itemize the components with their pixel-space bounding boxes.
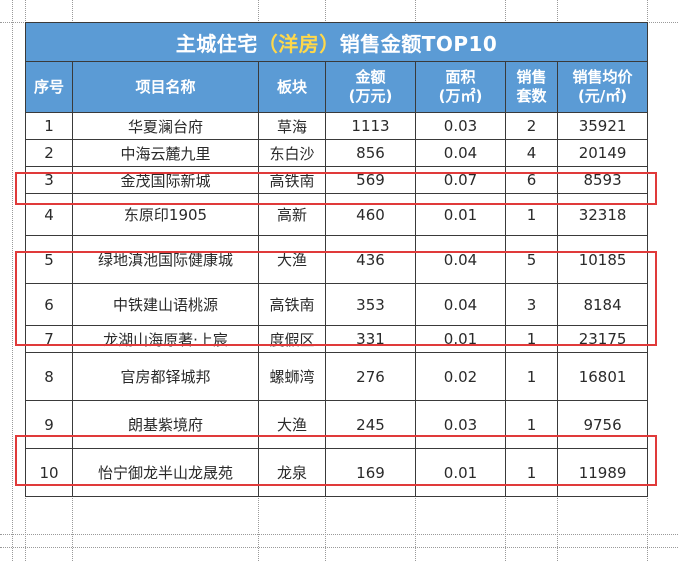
cell-price: 8184 xyxy=(556,283,649,326)
cell-name: 华夏澜台府 xyxy=(72,112,259,140)
cell-amount: 856 xyxy=(325,139,416,167)
cell-size: 0.07 xyxy=(415,166,506,194)
title-highlight: （洋房） xyxy=(257,31,340,56)
cell-area: 螺蛳湾 xyxy=(258,352,326,401)
cell-name: 中铁建山语桃源 xyxy=(72,283,259,326)
cell-size: 0.04 xyxy=(415,139,506,167)
cell-amount: 460 xyxy=(325,193,416,236)
cell-price: 9756 xyxy=(556,400,649,449)
table-row: 3 金茂国际新城 高铁南 569 0.07 6 8593 xyxy=(25,166,649,194)
col-header-no: 序号 xyxy=(25,61,73,113)
cell-units: 1 xyxy=(505,193,558,236)
cell-area: 东白沙 xyxy=(258,139,326,167)
cell-price: 10185 xyxy=(556,235,649,284)
col-header-amount: 金额 (万元) xyxy=(325,61,416,113)
cell-name: 怡宁御龙半山龙晟苑 xyxy=(72,448,259,497)
col-header-price: 销售均价 (元/㎡) xyxy=(556,61,649,113)
cell-no: 7 xyxy=(25,325,73,353)
cell-amount: 245 xyxy=(325,400,416,449)
cell-area: 度假区 xyxy=(258,325,326,353)
cell-size: 0.02 xyxy=(415,352,506,401)
table-row: 9 朗基紫境府 大渔 245 0.03 1 9756 xyxy=(25,400,649,449)
cell-price: 11989 xyxy=(556,448,649,497)
cell-amount: 353 xyxy=(325,283,416,326)
table-row: 6 中铁建山语桃源 高铁南 353 0.04 3 8184 xyxy=(25,283,649,326)
table-row: 7 龙湖山海原著·上宸 度假区 331 0.01 1 23175 xyxy=(25,325,649,353)
cell-units: 6 xyxy=(505,166,558,194)
table-title-row: 主城住宅（洋房）销售金额TOP10 xyxy=(24,22,649,62)
cell-no: 3 xyxy=(25,166,73,194)
cell-area: 龙泉 xyxy=(258,448,326,497)
cell-area: 高铁南 xyxy=(258,283,326,326)
cell-units: 1 xyxy=(505,400,558,449)
table-row: 8 官房都铎城邦 螺蛳湾 276 0.02 1 16801 xyxy=(25,352,649,401)
cell-size: 0.04 xyxy=(415,235,506,284)
cell-price: 32318 xyxy=(556,193,649,236)
cell-amount: 276 xyxy=(325,352,416,401)
cell-units: 2 xyxy=(505,112,558,140)
cell-name: 中海云麓九里 xyxy=(72,139,259,167)
cell-price: 23175 xyxy=(556,325,649,353)
cell-amount: 436 xyxy=(325,235,416,284)
cell-size: 0.01 xyxy=(415,193,506,236)
col-header-name: 项目名称 xyxy=(72,61,259,113)
cell-amount: 169 xyxy=(325,448,416,497)
cell-amount: 331 xyxy=(325,325,416,353)
cell-units: 4 xyxy=(505,139,558,167)
cell-amount: 569 xyxy=(325,166,416,194)
cell-size: 0.04 xyxy=(415,283,506,326)
cell-no: 6 xyxy=(25,283,73,326)
table-row: 5 绿地滇池国际健康城 大渔 436 0.04 5 10185 xyxy=(25,235,649,284)
title-suffix: 销售金额TOP10 xyxy=(339,31,498,56)
cell-no: 1 xyxy=(25,112,73,140)
title-prefix: 主城住宅 xyxy=(175,31,258,56)
col-header-area: 板块 xyxy=(258,61,326,113)
cell-name: 绿地滇池国际健康城 xyxy=(72,235,259,284)
cell-units: 1 xyxy=(505,325,558,353)
col-header-size: 面积 (万㎡) xyxy=(415,61,506,113)
cell-amount: 1113 xyxy=(325,112,416,140)
cell-area: 草海 xyxy=(258,112,326,140)
table-title: 主城住宅（洋房）销售金额TOP10 xyxy=(24,22,649,62)
cell-name: 龙湖山海原著·上宸 xyxy=(72,325,259,353)
cell-no: 8 xyxy=(25,352,73,401)
cell-units: 3 xyxy=(505,283,558,326)
cell-size: 0.03 xyxy=(415,112,506,140)
table-row: 2 中海云麓九里 东白沙 856 0.04 4 20149 xyxy=(25,139,649,167)
header-row: 序号 项目名称 板块 金额 (万元) 面积 (万㎡) 销售 套数 销售均价 (元/㎡) xyxy=(25,61,649,113)
cell-no: 4 xyxy=(25,193,73,236)
cell-area: 大渔 xyxy=(258,400,326,449)
cell-units: 1 xyxy=(505,352,558,401)
cell-no: 10 xyxy=(25,448,73,497)
cell-no: 5 xyxy=(25,235,73,284)
cell-no: 9 xyxy=(25,400,73,449)
cell-name: 官房都铎城邦 xyxy=(72,352,259,401)
cell-price: 35921 xyxy=(556,112,649,140)
table-row: 4 东原印1905 高新 460 0.01 1 32318 xyxy=(25,193,649,236)
cell-price: 20149 xyxy=(556,139,649,167)
table-row: 10 怡宁御龙半山龙晟苑 龙泉 169 0.01 1 11989 xyxy=(25,448,649,497)
cell-size: 0.01 xyxy=(415,448,506,497)
cell-units: 1 xyxy=(505,448,558,497)
table-row: 1 华夏澜台府 草海 1113 0.03 2 35921 xyxy=(25,112,649,140)
cell-price: 8593 xyxy=(556,166,649,194)
cell-no: 2 xyxy=(25,139,73,167)
cell-name: 金茂国际新城 xyxy=(72,166,259,194)
cell-name: 东原印1905 xyxy=(72,193,259,236)
cell-size: 0.03 xyxy=(415,400,506,449)
cell-area: 高铁南 xyxy=(258,166,326,194)
sales-table: 主城住宅（洋房）销售金额TOP10 序号 项目名称 板块 金额 (万元) 面积 (万… xyxy=(24,22,649,497)
cell-area: 高新 xyxy=(258,193,326,236)
cell-size: 0.01 xyxy=(415,325,506,353)
cell-units: 5 xyxy=(505,235,558,284)
cell-name: 朗基紫境府 xyxy=(72,400,259,449)
col-header-units: 销售 套数 xyxy=(505,61,558,113)
cell-price: 16801 xyxy=(556,352,649,401)
cell-area: 大渔 xyxy=(258,235,326,284)
